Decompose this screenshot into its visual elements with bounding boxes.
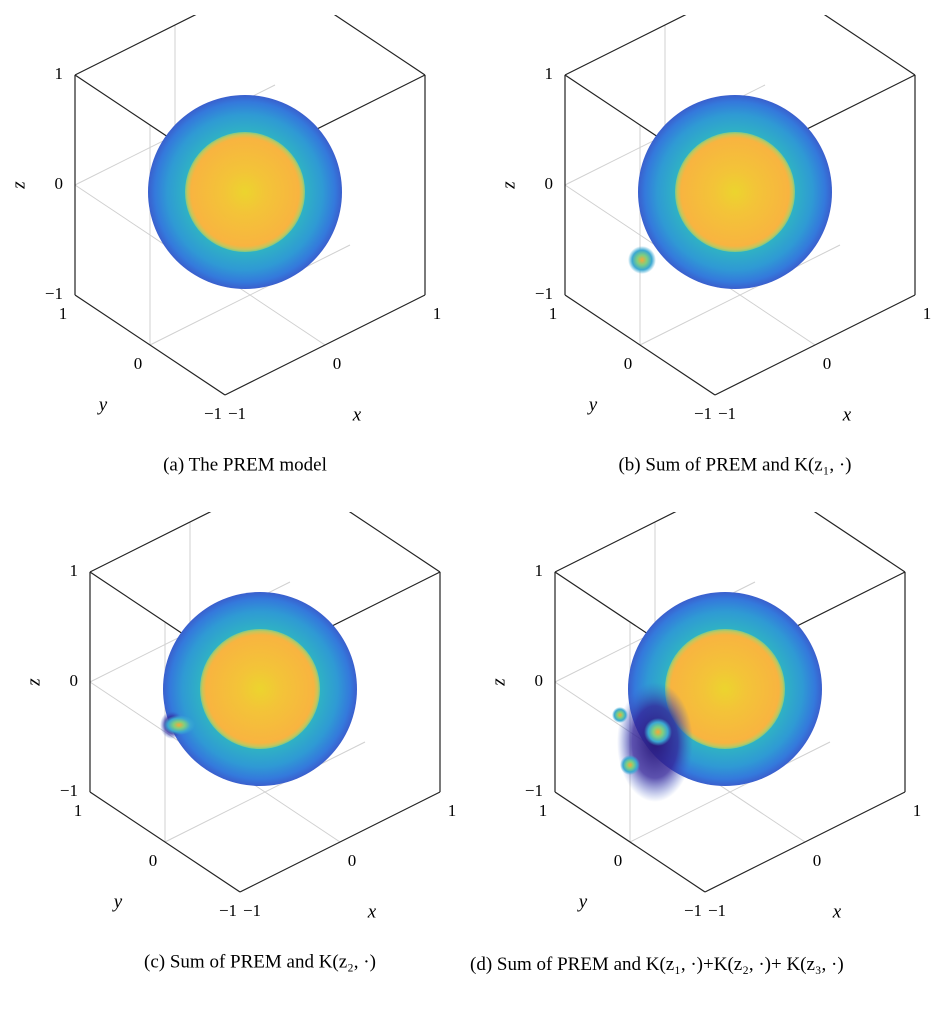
y-tick-label: 1: [74, 801, 83, 820]
axis-edge: [240, 792, 440, 892]
axis-edge: [755, 472, 905, 572]
axis-edge: [715, 295, 915, 395]
z-tick-label: 0: [55, 174, 64, 193]
x-tick-label: 1: [448, 801, 457, 820]
z-tick-label: 1: [535, 561, 544, 580]
y-tick-label: −1: [219, 901, 237, 920]
y-tick-label: −1: [684, 901, 702, 920]
panel: −1 −1 −1 0 0 0 1 1 1 z y x (b) Sum of PREM and K(z₁,…: [498, 0, 931, 475]
panel: −1 −1 −1 0 0 0 1 1 1 z y x (c) Sum of PREM and K(z₂,…: [23, 472, 456, 972]
x-axis-label: x: [367, 901, 377, 922]
z-tick-label: −1: [60, 781, 78, 800]
kernel-blob: [612, 707, 628, 723]
z-axis-label: z: [23, 678, 44, 687]
x-tick-label: 0: [348, 851, 357, 870]
caption: (d) Sum of PREM and K(z₁, ·)+K(z₂, ·)+ K…: [470, 950, 930, 980]
x-axis-label: x: [842, 404, 852, 425]
z-tick-label: 1: [545, 64, 554, 83]
y-tick-label: 0: [614, 851, 623, 870]
y-tick-label: 1: [549, 304, 558, 323]
axis-edge: [225, 295, 425, 395]
y-tick-label: 0: [624, 354, 633, 373]
y-axis-label: y: [97, 394, 108, 415]
caption-box: (d) Sum of PREM and K(z₁, ·)+K(z₂, ·)+ K…: [470, 950, 930, 1010]
axis-edge: [275, 0, 425, 75]
x-tick-label: −1: [708, 901, 726, 920]
axis-edge: [705, 792, 905, 892]
x-axis-label: x: [352, 404, 362, 425]
caption: (a) The PREM model: [163, 454, 327, 475]
y-axis-label: y: [577, 891, 588, 912]
sphere-core: [675, 132, 795, 252]
panel: −1 −1 −1 0 0 0 1 1 1 z y x (d) Sum of PREM and K(z₁,…: [470, 472, 930, 1010]
z-tick-label: 1: [70, 561, 79, 580]
axis-edge: [290, 472, 440, 572]
x-tick-label: 0: [333, 354, 342, 373]
x-tick-label: −1: [243, 901, 261, 920]
y-tick-label: 1: [539, 801, 548, 820]
sphere-core: [185, 132, 305, 252]
z-axis-label: z: [498, 181, 519, 190]
x-tick-label: 0: [823, 354, 832, 373]
x-tick-label: 0: [813, 851, 822, 870]
sphere-core: [200, 629, 320, 749]
x-axis-label: x: [832, 901, 842, 922]
panel: −1 −1 −1 0 0 0 1 1 1 z y x (a) The PREM model: [8, 0, 441, 475]
z-tick-label: −1: [525, 781, 543, 800]
z-tick-label: −1: [535, 284, 553, 303]
y-axis-label: y: [112, 891, 123, 912]
x-tick-label: 1: [433, 304, 442, 323]
y-tick-label: 1: [59, 304, 68, 323]
kernel-blob: [163, 715, 195, 735]
y-tick-label: 0: [134, 354, 143, 373]
kernel-blob: [620, 755, 640, 775]
y-tick-label: 0: [149, 851, 158, 870]
z-tick-label: 0: [535, 671, 544, 690]
kernel-blob: [644, 718, 672, 746]
z-tick-label: 1: [55, 64, 64, 83]
caption: (c) Sum of PREM and K(z₂, ·): [144, 951, 376, 972]
x-tick-label: 1: [923, 304, 932, 323]
y-tick-label: −1: [204, 404, 222, 423]
z-tick-label: 0: [545, 174, 554, 193]
z-axis-label: z: [488, 678, 509, 687]
z-tick-label: 0: [70, 671, 79, 690]
axis-edge: [765, 0, 915, 75]
x-tick-label: −1: [718, 404, 736, 423]
figure: −1 −1 −1 0 0 0 1 1 1 z y x (a) The PREM model −1 −1 −1 0…: [0, 0, 933, 1010]
z-tick-label: −1: [45, 284, 63, 303]
x-tick-label: −1: [228, 404, 246, 423]
y-tick-label: −1: [694, 404, 712, 423]
x-tick-label: 1: [913, 801, 922, 820]
y-axis-label: y: [587, 394, 598, 415]
kernel-blob: [628, 246, 656, 274]
z-axis-label: z: [8, 181, 29, 190]
caption: (b) Sum of PREM and K(z₁, ·): [618, 454, 851, 475]
